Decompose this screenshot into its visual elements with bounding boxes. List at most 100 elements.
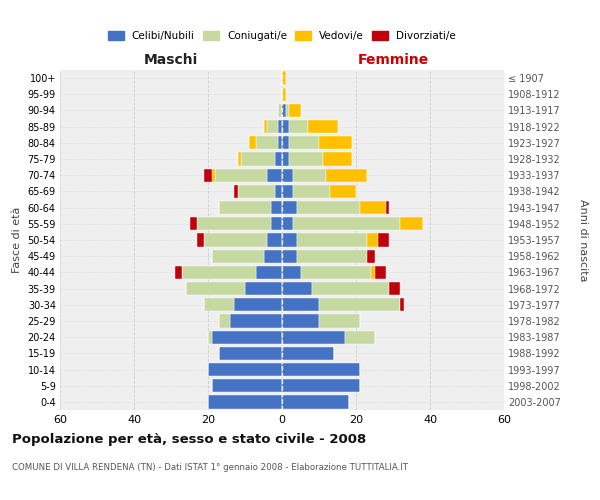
Bar bbox=[345, 330, 374, 344]
Bar bbox=[386, 201, 389, 214]
Bar bbox=[293, 185, 330, 198]
Text: Femmine: Femmine bbox=[358, 53, 428, 67]
Bar bbox=[267, 120, 278, 134]
Legend: Celibi/Nubili, Coniugati/e, Vedovi/e, Divorziati/e: Celibi/Nubili, Coniugati/e, Vedovi/e, Di… bbox=[108, 31, 456, 41]
Bar bbox=[204, 298, 234, 312]
Bar bbox=[286, 104, 289, 117]
Bar bbox=[278, 104, 282, 117]
Bar bbox=[282, 298, 319, 312]
Bar bbox=[282, 250, 297, 263]
Bar bbox=[282, 152, 289, 166]
Bar bbox=[238, 185, 275, 198]
Bar bbox=[215, 168, 267, 182]
Bar bbox=[234, 185, 238, 198]
Bar bbox=[293, 217, 400, 230]
Bar bbox=[204, 168, 212, 182]
Bar bbox=[319, 136, 352, 149]
Bar bbox=[282, 282, 311, 295]
Bar bbox=[208, 396, 282, 408]
Bar bbox=[289, 104, 301, 117]
Bar bbox=[282, 104, 286, 117]
Bar bbox=[278, 120, 282, 134]
Bar bbox=[267, 234, 282, 246]
Bar bbox=[319, 298, 400, 312]
Text: COMUNE DI VILLA RENDENA (TN) - Dati ISTAT 1° gennaio 2008 - Elaborazione TUTTITA: COMUNE DI VILLA RENDENA (TN) - Dati ISTA… bbox=[12, 462, 408, 471]
Bar bbox=[282, 136, 289, 149]
Bar bbox=[330, 185, 356, 198]
Bar bbox=[204, 234, 267, 246]
Bar bbox=[186, 282, 245, 295]
Y-axis label: Anni di nascita: Anni di nascita bbox=[578, 198, 588, 281]
Bar bbox=[282, 168, 293, 182]
Bar bbox=[245, 282, 282, 295]
Bar bbox=[197, 217, 271, 230]
Bar bbox=[400, 217, 422, 230]
Bar bbox=[208, 330, 212, 344]
Bar bbox=[400, 298, 404, 312]
Bar bbox=[175, 266, 182, 279]
Bar bbox=[271, 217, 282, 230]
Bar bbox=[212, 250, 263, 263]
Bar bbox=[282, 88, 286, 101]
Bar bbox=[323, 152, 352, 166]
Bar bbox=[271, 201, 282, 214]
Bar bbox=[289, 136, 319, 149]
Bar bbox=[282, 201, 297, 214]
Bar bbox=[241, 152, 275, 166]
Bar bbox=[297, 234, 367, 246]
Bar bbox=[297, 201, 360, 214]
Bar bbox=[282, 330, 345, 344]
Bar bbox=[378, 234, 389, 246]
Bar bbox=[282, 346, 334, 360]
Bar bbox=[212, 379, 282, 392]
Bar bbox=[360, 201, 386, 214]
Bar bbox=[275, 152, 282, 166]
Bar bbox=[367, 234, 378, 246]
Bar bbox=[219, 314, 230, 328]
Bar bbox=[282, 185, 293, 198]
Bar bbox=[282, 234, 297, 246]
Bar bbox=[282, 396, 349, 408]
Bar bbox=[319, 314, 360, 328]
Bar bbox=[289, 152, 323, 166]
Bar bbox=[278, 136, 282, 149]
Bar bbox=[275, 185, 282, 198]
Text: Popolazione per età, sesso e stato civile - 2008: Popolazione per età, sesso e stato civil… bbox=[12, 432, 366, 446]
Bar bbox=[182, 266, 256, 279]
Bar bbox=[282, 363, 360, 376]
Bar bbox=[367, 250, 374, 263]
Bar bbox=[311, 282, 389, 295]
Bar bbox=[190, 217, 197, 230]
Bar bbox=[219, 201, 271, 214]
Bar bbox=[208, 363, 282, 376]
Bar bbox=[212, 168, 215, 182]
Bar bbox=[234, 298, 282, 312]
Bar bbox=[282, 379, 360, 392]
Bar bbox=[289, 120, 308, 134]
Bar bbox=[282, 266, 301, 279]
Bar bbox=[263, 120, 267, 134]
Bar bbox=[308, 120, 337, 134]
Bar bbox=[301, 266, 371, 279]
Bar bbox=[374, 266, 386, 279]
Bar bbox=[293, 168, 326, 182]
Text: Maschi: Maschi bbox=[144, 53, 198, 67]
Bar bbox=[282, 217, 293, 230]
Bar bbox=[267, 168, 282, 182]
Bar bbox=[263, 250, 282, 263]
Bar bbox=[197, 234, 204, 246]
Y-axis label: Fasce di età: Fasce di età bbox=[12, 207, 22, 273]
Bar bbox=[230, 314, 282, 328]
Bar bbox=[326, 168, 367, 182]
Bar bbox=[282, 314, 319, 328]
Bar bbox=[238, 152, 241, 166]
Bar bbox=[256, 136, 278, 149]
Bar bbox=[371, 266, 374, 279]
Bar bbox=[212, 330, 282, 344]
Bar bbox=[282, 72, 286, 85]
Bar bbox=[297, 250, 367, 263]
Bar bbox=[389, 282, 400, 295]
Bar bbox=[282, 120, 289, 134]
Bar bbox=[219, 346, 282, 360]
Bar bbox=[256, 266, 282, 279]
